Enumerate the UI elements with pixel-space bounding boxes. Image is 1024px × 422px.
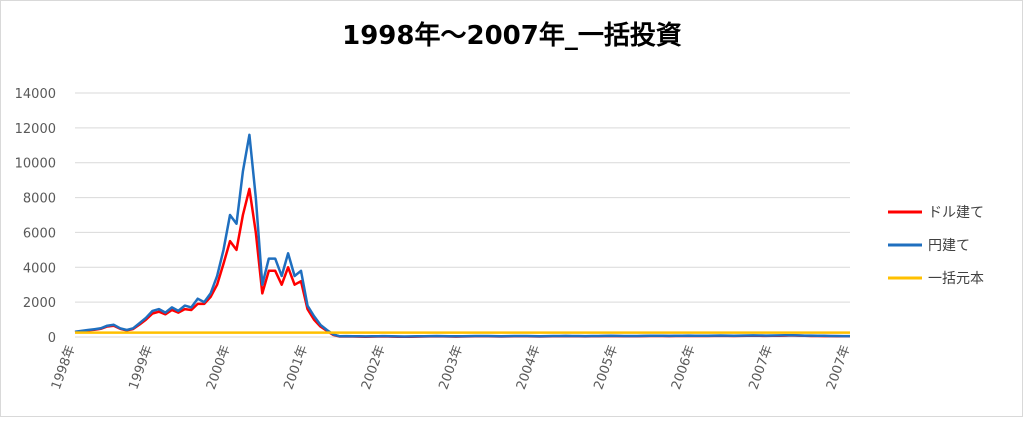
y-tick-label: 10000: [15, 157, 56, 172]
y-tick-label: 4000: [23, 261, 56, 276]
y-tick-label: 12000: [15, 122, 56, 137]
y-tick-label: 0: [48, 331, 56, 346]
series-line: [74, 133, 850, 338]
legend-label: 円建て: [928, 238, 970, 254]
legend-label: 一括元本: [928, 271, 984, 287]
legend-label: ドル建て: [928, 205, 984, 221]
chart-title: 1998年～2007年_一括投資: [342, 20, 682, 51]
y-tick-label: 6000: [23, 226, 56, 241]
y-tick-label: 2000: [23, 296, 56, 311]
y-tick-label: 14000: [15, 87, 56, 102]
y-tick-label: 8000: [23, 192, 56, 207]
